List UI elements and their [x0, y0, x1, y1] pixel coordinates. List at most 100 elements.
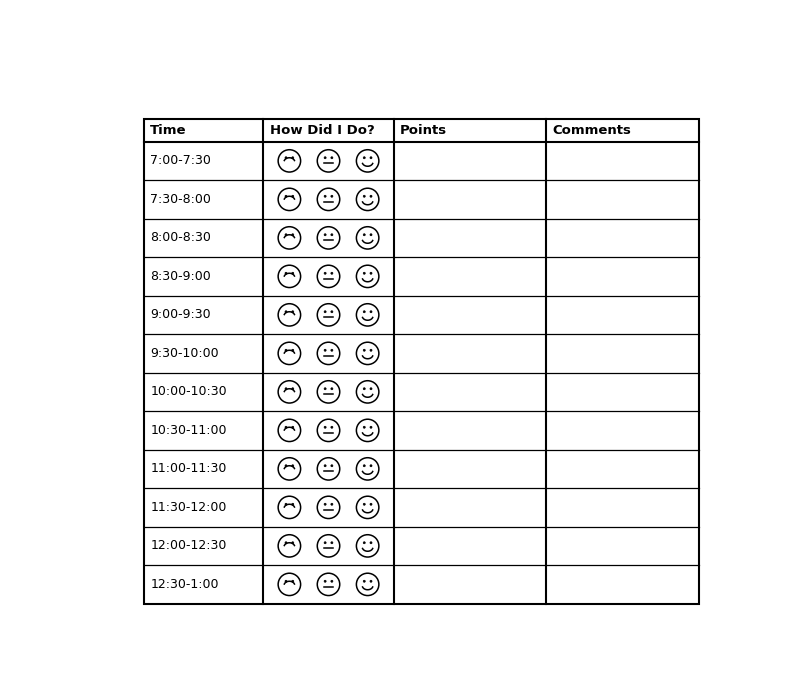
- Circle shape: [324, 195, 326, 197]
- Text: 12:30-1:00: 12:30-1:00: [150, 578, 219, 591]
- Circle shape: [317, 188, 340, 210]
- Circle shape: [324, 542, 326, 544]
- Circle shape: [370, 465, 372, 467]
- Circle shape: [363, 311, 365, 312]
- Circle shape: [317, 381, 340, 403]
- Circle shape: [363, 465, 365, 467]
- Circle shape: [356, 535, 379, 557]
- Circle shape: [324, 350, 326, 352]
- Text: 10:30-11:00: 10:30-11:00: [150, 424, 227, 437]
- Circle shape: [356, 419, 379, 442]
- Circle shape: [292, 388, 294, 390]
- Circle shape: [363, 542, 365, 544]
- Circle shape: [370, 195, 372, 197]
- Circle shape: [356, 343, 379, 365]
- Circle shape: [363, 350, 365, 352]
- Circle shape: [292, 233, 294, 236]
- Circle shape: [292, 272, 294, 274]
- Circle shape: [317, 496, 340, 519]
- Circle shape: [331, 157, 333, 159]
- Circle shape: [285, 195, 287, 197]
- Circle shape: [278, 458, 301, 480]
- Circle shape: [331, 426, 333, 428]
- Circle shape: [285, 503, 287, 505]
- Circle shape: [278, 496, 301, 519]
- Circle shape: [285, 465, 287, 467]
- Circle shape: [317, 573, 340, 596]
- Circle shape: [292, 503, 294, 505]
- Circle shape: [363, 233, 365, 236]
- Circle shape: [363, 272, 365, 274]
- Circle shape: [356, 458, 379, 480]
- Circle shape: [370, 426, 372, 428]
- Circle shape: [285, 311, 287, 312]
- Circle shape: [317, 265, 340, 287]
- Circle shape: [285, 157, 287, 159]
- Circle shape: [370, 157, 372, 159]
- Circle shape: [331, 388, 333, 390]
- Circle shape: [285, 388, 287, 390]
- Circle shape: [331, 542, 333, 544]
- Circle shape: [331, 465, 333, 467]
- Circle shape: [285, 542, 287, 544]
- Text: 10:00-10:30: 10:00-10:30: [150, 385, 227, 398]
- Text: 9:30-10:00: 9:30-10:00: [150, 347, 219, 360]
- Circle shape: [278, 303, 301, 326]
- Circle shape: [370, 311, 372, 312]
- Circle shape: [292, 580, 294, 582]
- Circle shape: [292, 426, 294, 428]
- Circle shape: [285, 350, 287, 352]
- Text: Points: Points: [400, 124, 447, 136]
- Circle shape: [331, 272, 333, 274]
- Circle shape: [356, 303, 379, 326]
- Circle shape: [317, 419, 340, 442]
- Circle shape: [324, 388, 326, 390]
- Circle shape: [278, 419, 301, 442]
- Circle shape: [278, 188, 301, 210]
- Circle shape: [317, 303, 340, 326]
- Circle shape: [317, 226, 340, 249]
- Circle shape: [278, 535, 301, 557]
- Circle shape: [285, 272, 287, 274]
- Circle shape: [278, 381, 301, 403]
- Circle shape: [292, 195, 294, 197]
- Circle shape: [324, 426, 326, 428]
- Circle shape: [370, 503, 372, 505]
- Text: 7:30-8:00: 7:30-8:00: [150, 193, 211, 206]
- Circle shape: [356, 496, 379, 519]
- Circle shape: [356, 150, 379, 172]
- Circle shape: [324, 157, 326, 159]
- Circle shape: [356, 265, 379, 287]
- Bar: [144, 119, 699, 604]
- Circle shape: [324, 580, 326, 582]
- Circle shape: [356, 226, 379, 249]
- Text: 9:00-9:30: 9:00-9:30: [150, 308, 211, 322]
- Circle shape: [285, 233, 287, 236]
- Circle shape: [370, 580, 372, 582]
- Circle shape: [292, 350, 294, 352]
- Circle shape: [278, 343, 301, 365]
- Circle shape: [356, 573, 379, 596]
- Circle shape: [285, 580, 287, 582]
- Text: Time: Time: [150, 124, 187, 136]
- Circle shape: [331, 580, 333, 582]
- Circle shape: [363, 426, 365, 428]
- Circle shape: [278, 226, 301, 249]
- Circle shape: [292, 157, 294, 159]
- Text: 8:30-9:00: 8:30-9:00: [150, 270, 211, 283]
- Circle shape: [363, 388, 365, 390]
- Text: 12:00-12:30: 12:00-12:30: [150, 540, 226, 552]
- Circle shape: [317, 535, 340, 557]
- Circle shape: [370, 233, 372, 236]
- Circle shape: [317, 458, 340, 480]
- Circle shape: [370, 542, 372, 544]
- Circle shape: [331, 233, 333, 236]
- Circle shape: [292, 311, 294, 312]
- Circle shape: [331, 195, 333, 197]
- Text: 11:00-11:30: 11:00-11:30: [150, 462, 226, 475]
- Circle shape: [370, 388, 372, 390]
- Circle shape: [363, 195, 365, 197]
- Text: 8:00-8:30: 8:00-8:30: [150, 231, 211, 245]
- Circle shape: [331, 311, 333, 312]
- Circle shape: [317, 150, 340, 172]
